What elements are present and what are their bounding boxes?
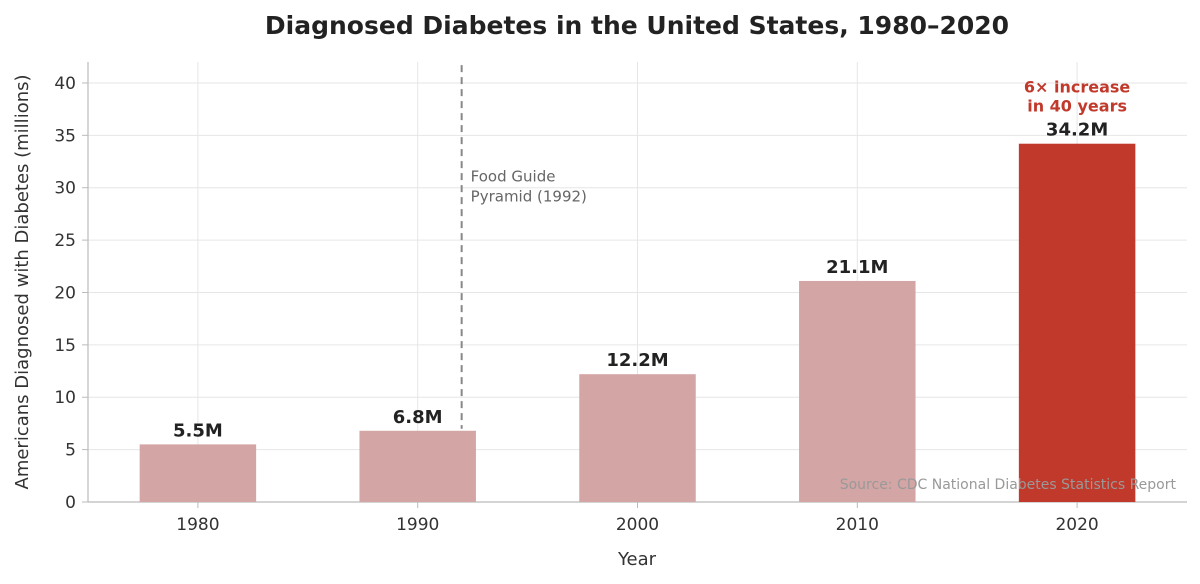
y-tick-label: 25	[54, 231, 76, 251]
food-guide-annotation-line1: Food Guide	[471, 167, 556, 185]
axis-layer: 0 5 10 15 20 25 30 35 40 1980 1990 2000 2010 2020	[54, 62, 1187, 535]
y-axis-label: Americans Diagnosed with Diabetes (milli…	[12, 74, 33, 489]
y-tick-label: 20	[54, 283, 76, 303]
x-tick-label-1990: 1990	[396, 515, 439, 535]
source-note: Source: CDC National Diabetes Statistics…	[840, 477, 1177, 493]
bar-1980	[139, 444, 257, 502]
x-axis-label: Year	[617, 549, 657, 570]
data-label-2020: 34.2M	[1046, 120, 1108, 141]
data-label-1980: 5.5M	[173, 420, 223, 441]
bar-layer	[139, 143, 1136, 502]
y-tick-label: 35	[54, 126, 76, 146]
chart-title: Diagnosed Diabetes in the United States,…	[265, 11, 1009, 40]
x-tick-label-2020: 2020	[1055, 515, 1098, 535]
y-tick-label: 30	[54, 179, 76, 199]
bar-2010	[799, 280, 916, 502]
data-label-2000: 12.2M	[606, 350, 668, 371]
y-tick-label: 0	[65, 493, 76, 513]
y-tick-label: 15	[54, 336, 76, 356]
y-tick-label: 10	[54, 388, 76, 408]
data-label-1990: 6.8M	[393, 407, 443, 428]
y-tick-label: 5	[65, 441, 76, 461]
increase-annotation-line2: in 40 years	[1027, 97, 1127, 116]
data-label-2010: 21.1M	[826, 257, 888, 278]
food-guide-annotation-line2: Pyramid (1992)	[471, 187, 587, 205]
bar-2020	[1018, 143, 1136, 502]
increase-annotation-line1: 6× increase	[1024, 78, 1131, 97]
x-tick-label-2010: 2010	[836, 515, 879, 535]
x-tick-label-1980: 1980	[176, 515, 219, 535]
bar-2000	[579, 374, 696, 502]
bar-1990	[359, 430, 476, 502]
y-tick-label: 40	[54, 74, 76, 94]
x-tick-label-2000: 2000	[616, 515, 659, 535]
label-layer: 5.5M 6.8M 12.2M 21.1M 34.2M	[173, 120, 1108, 442]
